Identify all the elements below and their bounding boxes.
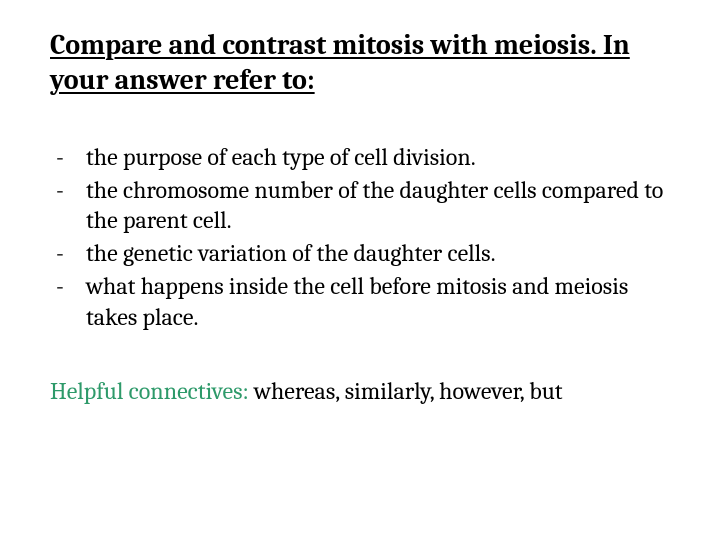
footer-text: Helpful connectives: whereas, similarly,…: [50, 376, 670, 407]
slide-title: Compare and contrast mitosis with meiosi…: [50, 28, 670, 98]
list-item: the genetic variation of the daughter ce…: [50, 238, 670, 269]
list-item: the chromosome number of the daughter ce…: [50, 175, 670, 236]
list-item: what happens inside the cell before mito…: [50, 271, 670, 332]
list-item: the purpose of each type of cell divisio…: [50, 142, 670, 173]
slide: Compare and contrast mitosis with meiosi…: [0, 0, 720, 540]
footer-connectives: whereas, similarly, however, but: [249, 377, 563, 405]
footer-label: Helpful connectives:: [50, 377, 249, 405]
bullet-list: the purpose of each type of cell divisio…: [50, 142, 670, 332]
